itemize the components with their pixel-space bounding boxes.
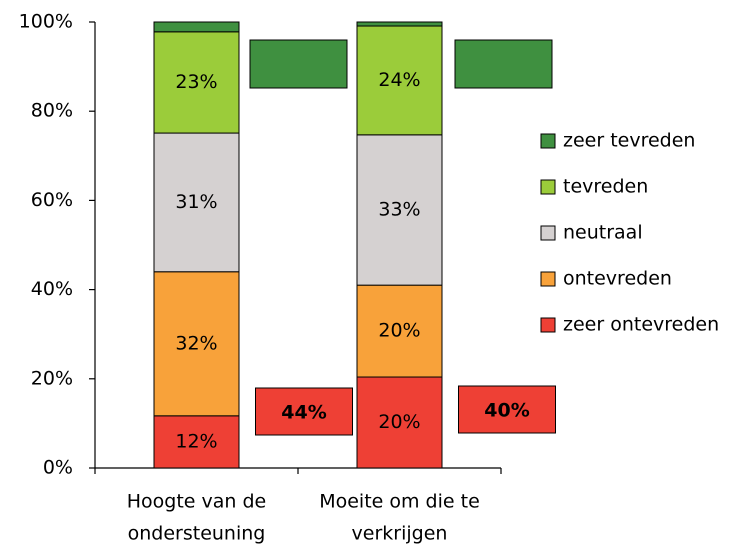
data-label: 23% (175, 71, 217, 93)
bar-segment (153, 132, 240, 273)
y-tick-label: 0% (43, 457, 73, 479)
x-tick-label: Moeite om die te (319, 491, 480, 513)
annotation: 40% (484, 400, 529, 422)
legend-swatch (540, 271, 556, 287)
bar-segment (153, 271, 240, 417)
y-tick-label: 80% (31, 100, 73, 122)
bar-segment (153, 31, 240, 134)
annotation-box (255, 387, 353, 436)
legend-swatch (540, 133, 556, 149)
data-label: 20% (378, 320, 420, 342)
y-tick-label: 100% (19, 11, 73, 33)
annotation-box (458, 385, 556, 434)
legend-swatch (540, 179, 556, 195)
y-tick-label: 20% (31, 367, 73, 389)
bar-segment (356, 284, 443, 378)
legend-label: ontevreden (563, 268, 672, 290)
data-label: 32% (175, 332, 217, 354)
y-tick-label: 40% (31, 278, 73, 300)
bar-segment (153, 415, 240, 469)
bar-segment (356, 25, 443, 136)
x-tick-label: verkrijgen (352, 523, 448, 545)
legend-label: zeer tevreden (563, 130, 695, 152)
legend-label: zeer ontevreden (563, 314, 719, 336)
x-tick-label: Hoogte van de (127, 491, 267, 513)
legend-label: neutraal (563, 222, 643, 244)
legend-swatch (540, 225, 556, 241)
bar-segment (356, 21, 443, 27)
data-label: 12% (175, 430, 217, 452)
data-label: 20% (378, 411, 420, 433)
bar-segment (356, 134, 443, 286)
data-label: 31% (175, 191, 217, 213)
legend-swatch (540, 317, 556, 333)
summary-box (249, 39, 348, 89)
data-label: 33% (378, 198, 420, 220)
y-tick-label: 60% (31, 189, 73, 211)
bar-segment (153, 21, 240, 33)
legend-label: tevreden (563, 176, 648, 198)
annotation: 44% (281, 402, 326, 424)
x-tick-label: ondersteuning (128, 523, 266, 545)
data-label: 24% (378, 69, 420, 91)
summary-box (454, 39, 553, 89)
